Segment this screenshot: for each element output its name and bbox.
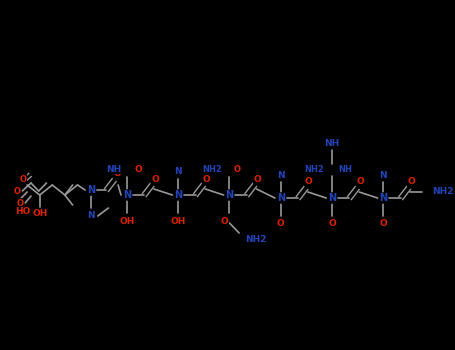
Text: O: O xyxy=(328,219,336,229)
Text: NH2: NH2 xyxy=(304,166,324,175)
Text: O: O xyxy=(202,175,210,183)
Text: NH2: NH2 xyxy=(202,164,222,174)
Text: NH: NH xyxy=(324,139,340,147)
Text: N: N xyxy=(277,170,284,180)
Text: O: O xyxy=(20,175,27,183)
Text: O: O xyxy=(113,169,121,178)
Text: O: O xyxy=(221,217,228,225)
Text: NH2: NH2 xyxy=(432,188,453,196)
Text: O: O xyxy=(253,175,261,183)
Text: HO: HO xyxy=(15,206,31,216)
Text: N: N xyxy=(87,211,95,220)
Text: O: O xyxy=(379,219,387,229)
Text: OH: OH xyxy=(171,217,186,225)
Text: N: N xyxy=(379,170,387,180)
Text: N: N xyxy=(225,190,233,200)
Text: N: N xyxy=(174,190,182,200)
Text: O: O xyxy=(408,177,415,187)
Text: O: O xyxy=(14,187,21,196)
Text: O: O xyxy=(277,219,285,229)
Text: NH2: NH2 xyxy=(245,236,267,245)
Text: O: O xyxy=(151,175,159,183)
Text: N: N xyxy=(379,193,387,203)
Text: OH: OH xyxy=(32,210,47,218)
Text: N: N xyxy=(87,185,95,195)
Text: O: O xyxy=(233,164,240,174)
Text: N: N xyxy=(123,190,131,200)
Text: NH: NH xyxy=(338,166,352,175)
Text: N: N xyxy=(277,193,285,203)
Text: O: O xyxy=(305,177,313,187)
Text: N: N xyxy=(174,168,182,176)
Text: N: N xyxy=(328,193,336,203)
Text: O: O xyxy=(17,198,24,208)
Text: O: O xyxy=(135,164,142,174)
Text: O: O xyxy=(356,177,364,187)
Text: OH: OH xyxy=(119,217,135,225)
Text: NH: NH xyxy=(106,164,121,174)
